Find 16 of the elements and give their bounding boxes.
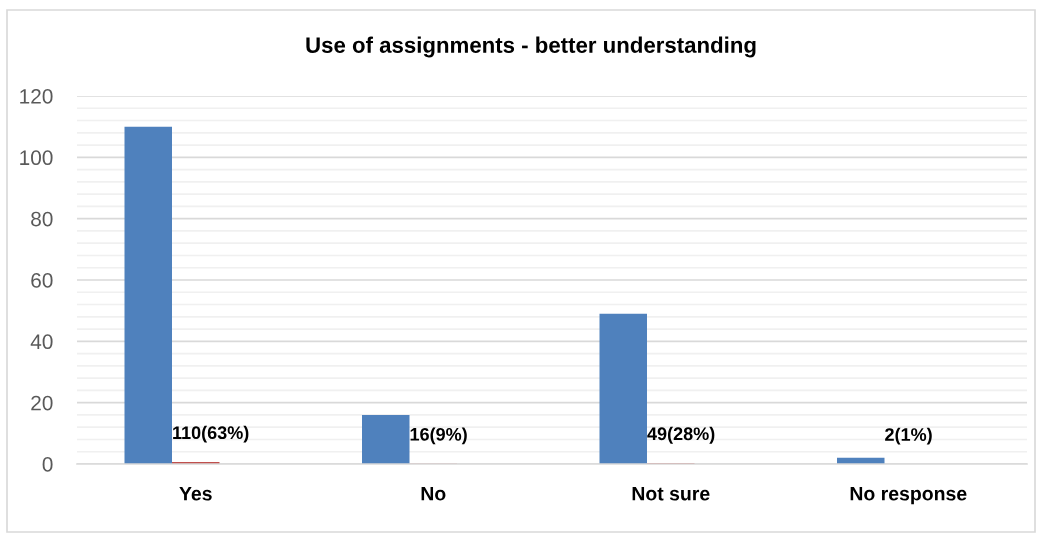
data-label: 49(28%) xyxy=(647,426,715,444)
y-tick-label: 120 xyxy=(20,89,53,104)
data-label: 110(63%) xyxy=(173,425,249,443)
y-tick-label: 40 xyxy=(30,334,53,350)
y-tick-label: 60 xyxy=(31,273,53,288)
y-tick-label: 100 xyxy=(20,150,53,166)
y-tick-label: 80 xyxy=(31,211,53,227)
x-tick-label: No xyxy=(421,486,446,501)
x-tick-label: Not sure xyxy=(632,486,710,501)
y-tick-label: 0 xyxy=(42,457,53,472)
chart-title: Use of assignments - better understanding xyxy=(306,36,756,58)
data-label: 2(1%) xyxy=(885,427,932,445)
data-label: 16(9%) xyxy=(410,427,467,445)
x-tick-label: No response xyxy=(850,486,967,505)
y-tick-label: 20 xyxy=(31,395,53,411)
x-tick-label: Yes xyxy=(179,486,212,501)
